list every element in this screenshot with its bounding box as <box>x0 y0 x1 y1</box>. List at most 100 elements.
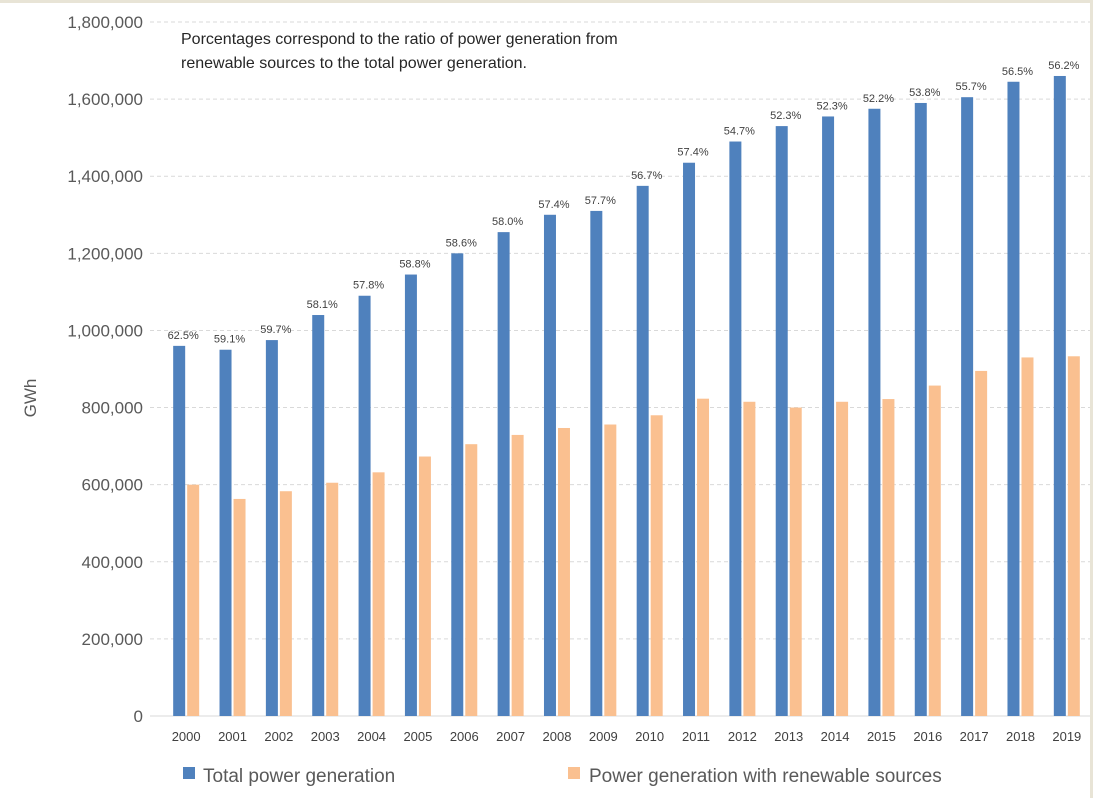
legend: Total power generation Power generation … <box>183 766 942 787</box>
data-label-2017: 55.7% <box>956 81 987 93</box>
bar-total-2005 <box>404 274 417 716</box>
bar-total-2013 <box>775 126 788 717</box>
x-tick-label: 2001 <box>218 729 247 744</box>
frame-top-border <box>0 0 1093 3</box>
x-axis-ticks: 2000 2001 2002 2003 2004 2005 2006 2007 2008 2009… <box>172 729 1082 744</box>
bar-renewable-2010 <box>650 415 663 716</box>
bar-renewable-2001 <box>233 498 246 716</box>
bar-total-2018 <box>1007 81 1020 716</box>
x-tick-label: 2007 <box>496 729 525 744</box>
data-label-2012: 54.7% <box>724 126 755 138</box>
y-tick-label: 1,600,000 <box>67 90 143 109</box>
data-label-2005: 58.8% <box>399 259 430 271</box>
data-label-2001: 59.1% <box>214 334 245 346</box>
bar-total-2002 <box>265 340 278 716</box>
bar-renewable-2013 <box>789 407 802 716</box>
x-tick-label: 2011 <box>682 729 710 744</box>
x-tick-label: 2016 <box>913 729 942 744</box>
bar-total-2001 <box>219 349 232 716</box>
bar-renewable-2005 <box>418 456 431 716</box>
y-tick-label: 1,000,000 <box>67 321 143 340</box>
y-tick-label: 600,000 <box>82 476 143 495</box>
bar-total-2019 <box>1053 75 1066 716</box>
bar-total-2016 <box>914 102 927 716</box>
legend-label-renewable: Power generation with renewable sources <box>589 766 942 787</box>
x-tick-label: 2003 <box>311 729 340 744</box>
x-tick-label: 2008 <box>543 729 572 744</box>
x-tick-label: 2018 <box>1006 729 1035 744</box>
y-axis-label: GWh <box>21 379 40 418</box>
bar-total-2007 <box>497 232 510 716</box>
bars <box>173 75 1080 717</box>
bar-renewable-2006 <box>465 444 478 716</box>
bar-renewable-2014 <box>836 401 849 716</box>
annotation-line-2: renewable sources to the total power gen… <box>181 55 527 72</box>
data-label-2007: 58.0% <box>492 216 523 228</box>
legend-swatch-total <box>183 767 195 779</box>
bar-total-2004 <box>358 295 371 716</box>
y-tick-label: 1,400,000 <box>67 167 143 186</box>
bar-renewable-2000 <box>187 484 200 716</box>
data-label-2011: 57.4% <box>677 147 708 159</box>
bar-total-2003 <box>312 315 325 716</box>
x-tick-label: 2000 <box>172 729 201 744</box>
bar-renewable-2018 <box>1021 357 1034 716</box>
x-tick-label: 2004 <box>357 729 386 744</box>
data-label-2014: 52.3% <box>816 100 847 112</box>
bar-total-2008 <box>543 214 556 716</box>
x-tick-label: 2015 <box>867 729 896 744</box>
bar-renewable-2016 <box>928 385 941 716</box>
data-label-2016: 53.8% <box>909 87 940 99</box>
data-label-2004: 57.8% <box>353 280 384 292</box>
x-tick-label: 2012 <box>728 729 757 744</box>
data-label-2008: 57.4% <box>538 199 569 211</box>
x-tick-label: 2005 <box>403 729 432 744</box>
legend-swatch-renewable <box>568 767 580 779</box>
x-tick-label: 2010 <box>635 729 664 744</box>
data-label-2009: 57.7% <box>585 195 616 207</box>
bar-total-2010 <box>636 185 649 717</box>
x-tick-label: 2006 <box>450 729 479 744</box>
bar-renewable-2012 <box>743 401 756 716</box>
bar-total-2000 <box>173 345 186 716</box>
bar-total-2012 <box>729 141 742 716</box>
bar-renewable-2002 <box>279 491 292 716</box>
bar-renewable-2003 <box>326 482 339 716</box>
data-labels: 62.5% 59.1% 59.7% 58.1% 57.8% 58.8% 58.6% 58.0%… <box>168 60 1080 346</box>
data-label-2019: 56.2% <box>1048 60 1079 72</box>
x-tick-label: 2002 <box>264 729 293 744</box>
y-tick-label: 400,000 <box>82 553 143 572</box>
bar-renewable-2004 <box>372 472 385 716</box>
data-label-2018: 56.5% <box>1002 66 1033 78</box>
grid-lines <box>150 21 1090 717</box>
x-tick-label: 2014 <box>821 729 850 744</box>
bar-renewable-2019 <box>1067 356 1080 716</box>
data-label-2010: 56.7% <box>631 170 662 182</box>
bar-total-2017 <box>961 97 974 716</box>
data-label-2006: 58.6% <box>446 237 477 249</box>
bar-renewable-2015 <box>882 399 895 716</box>
bar-total-2006 <box>451 253 464 717</box>
x-tick-label: 2017 <box>960 729 989 744</box>
x-tick-label: 2019 <box>1052 729 1081 744</box>
y-tick-label: 0 <box>134 707 143 726</box>
bar-renewable-2008 <box>557 427 570 716</box>
annotation-line-1: Porcentages correspond to the ratio of p… <box>181 31 618 48</box>
bar-total-2009 <box>590 210 603 716</box>
data-label-2003: 58.1% <box>307 299 338 311</box>
y-tick-label: 1,200,000 <box>67 244 143 263</box>
y-tick-label: 200,000 <box>82 630 143 649</box>
legend-label-total: Total power generation <box>203 766 395 787</box>
y-tick-label: 800,000 <box>82 399 143 418</box>
data-label-2002: 59.7% <box>260 324 291 336</box>
bar-renewable-2007 <box>511 434 524 716</box>
frame-right-border <box>1090 0 1093 798</box>
bar-total-2015 <box>868 108 881 716</box>
bar-renewable-2017 <box>975 370 988 716</box>
data-label-2015: 52.2% <box>863 93 894 105</box>
bar-renewable-2011 <box>697 398 710 716</box>
data-label-2000: 62.5% <box>168 330 199 342</box>
x-tick-label: 2013 <box>774 729 803 744</box>
